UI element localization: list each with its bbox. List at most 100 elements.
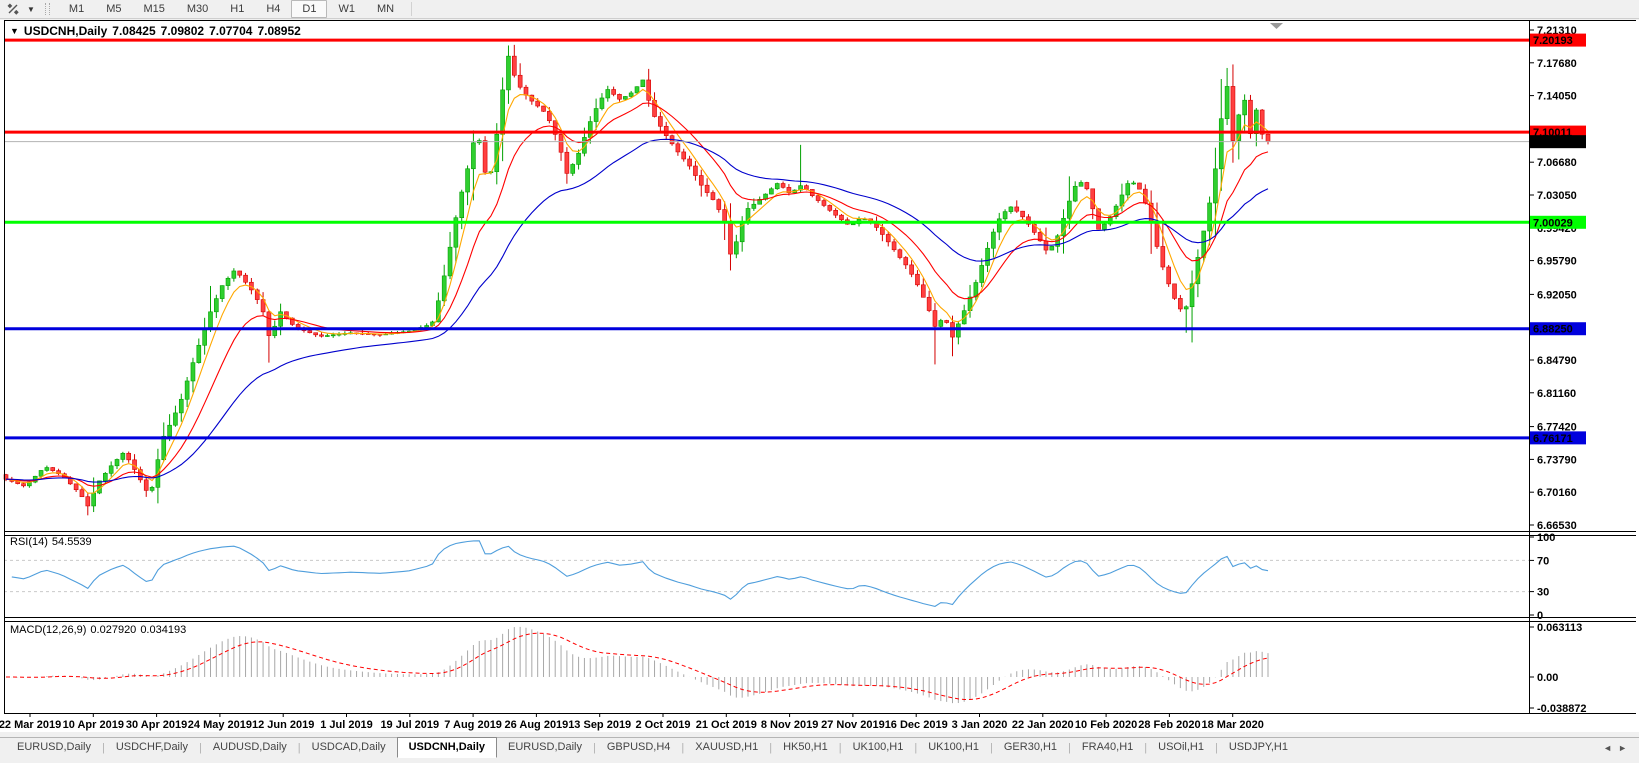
candle-body bbox=[1102, 223, 1107, 230]
candle-body bbox=[1160, 246, 1166, 268]
price-axis-label: 6.81160 bbox=[1537, 388, 1576, 400]
candle-body bbox=[1178, 298, 1183, 310]
candle-body bbox=[1242, 99, 1247, 116]
candle-body bbox=[535, 100, 540, 107]
candle-body bbox=[558, 134, 564, 153]
tab-separator: | bbox=[990, 741, 993, 754]
toolbar-grip-handle[interactable] bbox=[44, 3, 50, 15]
candle-body bbox=[50, 467, 56, 471]
fast-ma-line bbox=[5, 88, 1269, 494]
chart-symbol-label: USDCNH,Daily bbox=[23, 24, 108, 38]
price-marker bbox=[1530, 431, 1586, 445]
candle-body bbox=[885, 234, 891, 243]
timeframe-button-W1[interactable]: W1 bbox=[338, 3, 355, 15]
chart-tab-GBPUSDH4[interactable]: GBPUSD,H4 bbox=[606, 741, 671, 753]
candle-body bbox=[1084, 182, 1090, 190]
candle-body bbox=[774, 183, 780, 190]
tab-scroll-right-icon[interactable]: ► bbox=[1618, 743, 1633, 753]
date-axis-label: 1 Jul 2019 bbox=[320, 719, 373, 731]
timeframe-button-M15[interactable]: M15 bbox=[143, 3, 165, 15]
line-studies-button[interactable] bbox=[3, 1, 23, 17]
timeframe-button-M5[interactable]: M5 bbox=[106, 3, 122, 15]
candle-body bbox=[1137, 182, 1142, 190]
chart-tab-HK50H1[interactable]: HK50,H1 bbox=[783, 741, 828, 753]
price-axis-label: 6.66530 bbox=[1537, 520, 1577, 532]
chart-tab-EURUSDDaily[interactable]: EURUSD,Daily bbox=[17, 741, 91, 753]
chart-title-caret-icon[interactable]: ▼ bbox=[10, 26, 19, 36]
price-marker bbox=[1530, 135, 1586, 149]
candle-body bbox=[1189, 283, 1195, 308]
chart-tab-USDCADDaily[interactable]: USDCAD,Daily bbox=[311, 741, 386, 753]
chart-tab-UK100H1[interactable]: UK100,H1 bbox=[852, 741, 904, 753]
chart-tab-GER30H1[interactable]: GER30,H1 bbox=[1003, 741, 1058, 753]
candle-body bbox=[640, 79, 646, 87]
chart-tab-FRA40H1[interactable]: FRA40,H1 bbox=[1081, 741, 1134, 753]
candle-body bbox=[441, 275, 447, 302]
candle-body bbox=[1002, 211, 1008, 220]
candle-body bbox=[938, 320, 944, 327]
candle-body bbox=[646, 79, 651, 101]
candle-body bbox=[208, 311, 213, 329]
candle-body bbox=[675, 143, 681, 153]
candle-body bbox=[815, 195, 821, 201]
candle-body bbox=[1195, 257, 1201, 285]
price-axis-label: 7.17680 bbox=[1537, 58, 1577, 70]
timeframe-toolbar: ▼ M1 M5 M15 M30 H1 H4 D1 W1 MN bbox=[0, 0, 1639, 19]
macd-signal-value: 0.034193 bbox=[140, 624, 187, 636]
price-axis-label: 6.95790 bbox=[1537, 256, 1577, 268]
candle-body bbox=[804, 185, 809, 190]
candle-body bbox=[734, 241, 739, 255]
date-axis-label: 3 Jan 2020 bbox=[952, 719, 1008, 731]
date-axis-label: 22 Jan 2020 bbox=[1012, 719, 1074, 731]
candle-body bbox=[1020, 210, 1025, 218]
chart-tab-USDCHFDaily[interactable]: USDCHF,Daily bbox=[115, 741, 188, 753]
tab-scroll-left-icon[interactable]: ◄ bbox=[1603, 743, 1619, 753]
candle-body bbox=[576, 152, 581, 165]
candle-body bbox=[436, 300, 441, 323]
timeframe-button-H4[interactable]: H4 bbox=[266, 3, 281, 15]
macd-histogram bbox=[11, 626, 1269, 704]
candle-body bbox=[38, 470, 44, 477]
macd-main-value: 0.027920 bbox=[90, 624, 137, 636]
candle-body bbox=[821, 200, 827, 206]
chart-tab-USDCNHDaily[interactable]: USDCNH,Daily bbox=[396, 737, 498, 758]
candle-body bbox=[1131, 182, 1136, 185]
candle-body bbox=[903, 257, 909, 266]
candle-body bbox=[897, 249, 903, 258]
candle-body bbox=[1207, 202, 1212, 232]
price-marker-label: 6.88250 bbox=[1533, 324, 1573, 336]
toolbar-dropdown-caret-icon[interactable]: ▼ bbox=[27, 4, 35, 14]
candle-body bbox=[979, 265, 985, 283]
chart-tab-XAUUSDH1[interactable]: XAUUSD,H1 bbox=[695, 741, 759, 753]
tab-separator: | bbox=[914, 741, 918, 754]
candle-body bbox=[628, 92, 634, 97]
chart-tab-UK100H1[interactable]: UK100,H1 bbox=[928, 741, 979, 753]
timeframe-button-M1[interactable]: M1 bbox=[68, 3, 85, 15]
candle-body bbox=[44, 467, 50, 471]
timeframe-button-MN[interactable]: MN bbox=[376, 3, 395, 15]
candle-body bbox=[219, 285, 225, 299]
candle-body bbox=[716, 199, 722, 210]
candle-body bbox=[1166, 266, 1171, 285]
timeframe-button-M30[interactable]: M30 bbox=[186, 3, 209, 15]
candle-body bbox=[1113, 205, 1119, 217]
price-axis-label: 7.03050 bbox=[1537, 190, 1577, 202]
tab-scroll-controls: ◄► bbox=[1603, 743, 1633, 753]
candle-body bbox=[932, 310, 938, 327]
date-axis-label: 18 Mar 2020 bbox=[1202, 719, 1264, 731]
chart-tab-EURUSDDaily[interactable]: EURUSD,Daily bbox=[508, 741, 582, 753]
candle-body bbox=[237, 270, 243, 276]
chart-window[interactable]: 7.21310 7.17680 7.14050 7.06680 7.03050 6.994… bbox=[0, 20, 1639, 732]
chart-shift-marker-icon[interactable] bbox=[1270, 23, 1283, 29]
macd-indicator-label: MACD(12,26,9) 0.027920 0.034193 bbox=[10, 624, 190, 636]
chart-tab-AUDUSDDaily[interactable]: AUDUSD,Daily bbox=[212, 741, 287, 753]
chart-tab-USOilH1[interactable]: USOil,H1 bbox=[1158, 741, 1204, 753]
candle-body bbox=[149, 487, 155, 491]
candle-body bbox=[693, 165, 698, 176]
candle-body bbox=[126, 452, 131, 461]
candle-body bbox=[272, 325, 278, 336]
chart-tab-USDJPYH1[interactable]: USDJPY,H1 bbox=[1228, 741, 1288, 753]
candle-body bbox=[1213, 168, 1218, 204]
timeframe-button-D1[interactable]: D1 bbox=[291, 0, 328, 18]
timeframe-button-H1[interactable]: H1 bbox=[230, 3, 245, 15]
